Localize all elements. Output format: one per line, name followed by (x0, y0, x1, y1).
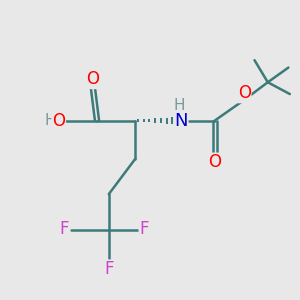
Text: O: O (238, 85, 251, 103)
Text: O: O (86, 70, 99, 88)
Text: F: F (104, 260, 113, 278)
Text: O: O (208, 153, 221, 171)
Text: F: F (60, 220, 69, 238)
Text: N: N (174, 112, 188, 130)
Text: H: H (44, 113, 56, 128)
Text: H: H (174, 98, 185, 113)
Text: O: O (52, 112, 65, 130)
Text: F: F (140, 220, 149, 238)
